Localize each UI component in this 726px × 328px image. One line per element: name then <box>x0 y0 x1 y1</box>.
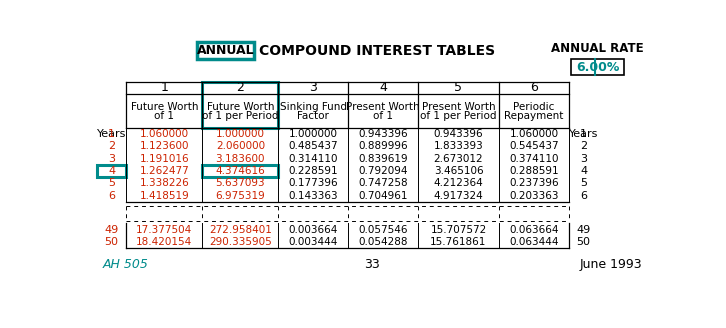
Bar <box>203 82 278 128</box>
Text: 1.191016: 1.191016 <box>139 154 189 164</box>
Text: 0.003664: 0.003664 <box>288 225 338 235</box>
Text: 3: 3 <box>108 154 115 164</box>
Text: 0.237396: 0.237396 <box>509 178 559 188</box>
Text: 49: 49 <box>105 225 119 235</box>
Text: 0.943396: 0.943396 <box>433 129 484 139</box>
Bar <box>197 42 254 59</box>
Text: 18.420154: 18.420154 <box>136 237 192 247</box>
Text: 6.00%: 6.00% <box>576 61 619 73</box>
Text: 5.637093: 5.637093 <box>216 178 265 188</box>
Text: Future Worth: Future Worth <box>131 102 198 112</box>
Text: 3: 3 <box>580 154 587 164</box>
Text: Repayment: Repayment <box>505 112 563 121</box>
Text: 0.485437: 0.485437 <box>288 141 338 152</box>
Text: 0.003444: 0.003444 <box>288 237 338 247</box>
Text: 33: 33 <box>364 258 380 272</box>
Text: Factor: Factor <box>297 112 329 121</box>
Text: 15.707572: 15.707572 <box>431 225 486 235</box>
Text: 5: 5 <box>580 178 587 188</box>
Text: 3: 3 <box>309 81 317 94</box>
Text: 0.374110: 0.374110 <box>510 154 559 164</box>
Text: 2.673012: 2.673012 <box>433 154 484 164</box>
Text: 0.203363: 0.203363 <box>510 191 559 201</box>
Bar <box>203 165 278 177</box>
Text: 1.000000: 1.000000 <box>289 129 338 139</box>
Text: 0.943396: 0.943396 <box>358 129 408 139</box>
Text: 0.177396: 0.177396 <box>288 178 338 188</box>
Text: 272.958401: 272.958401 <box>209 225 272 235</box>
Text: 6: 6 <box>530 81 538 94</box>
Text: 5: 5 <box>108 178 115 188</box>
Text: of 1: of 1 <box>155 112 174 121</box>
Text: 1.060000: 1.060000 <box>140 129 189 139</box>
Text: 290.335905: 290.335905 <box>209 237 272 247</box>
Text: 6: 6 <box>108 191 115 201</box>
Text: 0.839619: 0.839619 <box>358 154 408 164</box>
Text: 1.338226: 1.338226 <box>139 178 189 188</box>
Text: 0.143363: 0.143363 <box>288 191 338 201</box>
Text: 1.123600: 1.123600 <box>139 141 189 152</box>
Text: Periodic: Periodic <box>513 102 555 112</box>
Text: 2: 2 <box>237 81 244 94</box>
Text: June 1993: June 1993 <box>579 258 642 272</box>
Bar <box>571 59 595 75</box>
Text: 0.063664: 0.063664 <box>510 225 559 235</box>
Text: 0.314110: 0.314110 <box>288 154 338 164</box>
Text: Sinking Fund: Sinking Fund <box>280 102 347 112</box>
Text: of 1 per Period: of 1 per Period <box>202 112 279 121</box>
Text: of 1 per Period: of 1 per Period <box>420 112 497 121</box>
Text: 1: 1 <box>580 129 587 139</box>
Text: Present Worth: Present Worth <box>422 102 495 112</box>
Text: 6.975319: 6.975319 <box>216 191 265 201</box>
Text: 4: 4 <box>379 81 387 94</box>
Text: 50: 50 <box>105 237 118 247</box>
Text: Future Worth: Future Worth <box>207 102 274 112</box>
Text: 5: 5 <box>454 81 462 94</box>
Text: 0.545437: 0.545437 <box>509 141 559 152</box>
Text: 3.465106: 3.465106 <box>433 166 484 176</box>
Text: 1.833393: 1.833393 <box>433 141 484 152</box>
Text: 1.418519: 1.418519 <box>139 191 189 201</box>
Text: 4: 4 <box>108 166 115 176</box>
Text: 2: 2 <box>580 141 587 152</box>
Text: 4.374616: 4.374616 <box>216 166 265 176</box>
Text: 4.212364: 4.212364 <box>433 178 484 188</box>
Text: of 1: of 1 <box>373 112 393 121</box>
Text: 1.060000: 1.060000 <box>510 129 558 139</box>
Text: 2: 2 <box>108 141 115 152</box>
Text: 4.917324: 4.917324 <box>433 191 484 201</box>
Text: 50: 50 <box>576 237 591 247</box>
Text: 3.183600: 3.183600 <box>216 154 265 164</box>
Bar <box>571 59 624 75</box>
Text: 1.262477: 1.262477 <box>139 166 189 176</box>
Text: 49: 49 <box>576 225 591 235</box>
Text: 0.063444: 0.063444 <box>510 237 559 247</box>
Text: 1.000000: 1.000000 <box>216 129 265 139</box>
Text: ANNUAL RATE: ANNUAL RATE <box>551 42 644 55</box>
Text: 0.792094: 0.792094 <box>358 166 408 176</box>
Text: AH 505: AH 505 <box>102 258 148 272</box>
Text: 0.288591: 0.288591 <box>509 166 559 176</box>
Text: 0.747258: 0.747258 <box>358 178 408 188</box>
Text: 15.761861: 15.761861 <box>431 237 486 247</box>
Text: 2.060000: 2.060000 <box>216 141 265 152</box>
Text: Years: Years <box>569 129 598 139</box>
Bar <box>97 165 126 177</box>
Text: ANNUAL: ANNUAL <box>197 44 254 57</box>
Text: 4: 4 <box>580 166 587 176</box>
Text: 17.377504: 17.377504 <box>136 225 192 235</box>
Text: 0.054288: 0.054288 <box>358 237 408 247</box>
Text: 0.057546: 0.057546 <box>358 225 408 235</box>
Text: 0.228591: 0.228591 <box>288 166 338 176</box>
Text: 1: 1 <box>108 129 115 139</box>
Text: Present Worth: Present Worth <box>346 102 420 112</box>
Text: 6: 6 <box>580 191 587 201</box>
Text: COMPOUND INTEREST TABLES: COMPOUND INTEREST TABLES <box>259 44 495 58</box>
Text: 0.704961: 0.704961 <box>358 191 408 201</box>
Text: Years: Years <box>97 129 126 139</box>
Text: 1: 1 <box>160 81 168 94</box>
Text: 0.889996: 0.889996 <box>358 141 408 152</box>
